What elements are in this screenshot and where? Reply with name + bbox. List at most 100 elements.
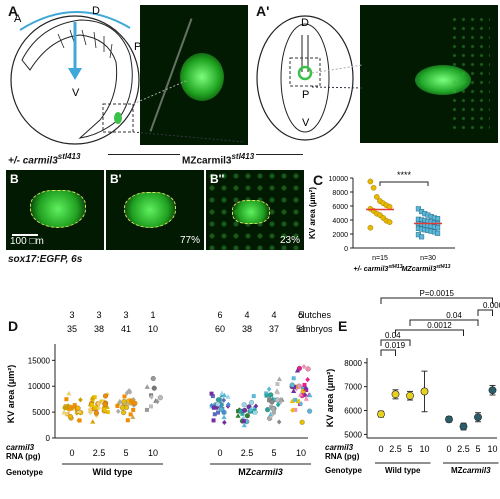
c-point (435, 225, 441, 231)
e-y-tick-label: 7000 (344, 383, 362, 392)
d-point (211, 418, 216, 423)
e-y-tick-label: 5000 (344, 430, 362, 439)
d-point (307, 408, 313, 414)
d-point (219, 390, 225, 396)
e-mean-point (445, 415, 453, 424)
d-point (89, 395, 96, 400)
d-point (275, 381, 280, 386)
e-rna-label: carmil3 (325, 443, 354, 452)
e-x-tick-label: 2.5 (457, 444, 470, 454)
c-point (373, 194, 380, 200)
d-point (218, 402, 223, 408)
d-point (307, 392, 313, 398)
d-point (236, 407, 242, 413)
d-point (248, 399, 255, 406)
c-n-label: n=15 (372, 255, 388, 262)
d-point (61, 409, 67, 415)
e-y-axis-label: KV area (μm²) (325, 369, 335, 428)
d-point (264, 391, 269, 396)
d-point (214, 404, 220, 410)
e-comparison-label: 0.019 (385, 341, 406, 350)
d-genotype-label: Genotype (6, 468, 43, 477)
e-group-wild-type: Wild type (385, 466, 421, 475)
d-point (295, 399, 300, 404)
d-point (212, 412, 217, 417)
d-point (93, 410, 99, 416)
c-point (367, 178, 374, 185)
d-embryo-count: 38 (94, 324, 104, 334)
d-point (244, 413, 250, 419)
d-point (292, 384, 297, 389)
d-rna-label: carmil3 (6, 443, 35, 452)
d-point (264, 393, 269, 398)
d-x-tick-label: 5 (123, 448, 128, 458)
d-point (215, 397, 221, 403)
tile-label-b: B (10, 172, 19, 186)
d-embryo-count: 60 (215, 324, 225, 334)
d-embryo-count: 37 (269, 324, 279, 334)
d-point (89, 403, 94, 408)
e-mean-point (488, 386, 497, 395)
d-point (131, 407, 136, 412)
d-point (64, 397, 69, 402)
e-comparison-bracket (395, 329, 464, 336)
kv-dorsal-micrograph (360, 5, 498, 143)
d-clutches-label: clutches (298, 310, 332, 320)
d-point (128, 412, 133, 417)
d-point (242, 407, 248, 413)
e-x-tick-label: 0 (378, 444, 383, 454)
d-point (132, 401, 137, 406)
posterior-label: P (134, 41, 141, 53)
c-significance-bracket (379, 181, 429, 186)
d-point (144, 407, 149, 412)
panel-label-c: C (313, 172, 324, 188)
d-point (235, 413, 241, 418)
d-point (122, 400, 128, 406)
d-point (248, 407, 254, 413)
d-point (290, 407, 295, 413)
embryo-dorsal-diagram: D P V (256, 15, 354, 141)
panel-label-e: E (338, 318, 348, 334)
percent-b-prime: 77% (179, 235, 200, 246)
marker-caption: sox17:EGFP, 6s (8, 254, 83, 265)
c-point (386, 203, 393, 210)
d-point (155, 399, 160, 405)
zoom-lines-a (132, 79, 246, 143)
dorsal-label-a-prime: D (301, 17, 309, 29)
c-x-tick-label: MZcarmil3stl413 (402, 264, 451, 273)
e-rna-label-2: RNA (pg) (325, 452, 360, 461)
e-comparison-bracket (477, 309, 493, 316)
d-clutch-count: 5 (298, 310, 303, 320)
d-clutch-count: 4 (271, 310, 276, 320)
d-point (265, 407, 271, 413)
d-x-tick-label: 5 (271, 448, 276, 458)
d-point (125, 418, 130, 423)
d-x-tick-label: 2.5 (93, 448, 106, 458)
e-comparison-bracket (380, 297, 493, 304)
d-point (251, 394, 256, 399)
d-point (305, 366, 311, 372)
d-embryo-count: 10 (148, 324, 158, 334)
d-point (76, 408, 82, 413)
panel-label-a: A (8, 3, 19, 19)
micrograph-b-prime: B' 77% (106, 170, 204, 250)
e-y-tick-label: 6000 (344, 407, 362, 416)
genotype-mz-heading: MZcarmil3stl413 (180, 152, 257, 167)
d-point (129, 398, 134, 403)
d-point (122, 394, 127, 399)
e-comparison-label: 0.04 (446, 311, 462, 320)
d-point (151, 385, 157, 391)
d-point (293, 407, 298, 412)
anterior-label: A (14, 13, 22, 25)
c-y-tick-label: 4000 (332, 218, 348, 225)
d-point (78, 397, 83, 403)
e-mean-point (377, 410, 385, 419)
d-point (291, 376, 296, 381)
d-y-tick-label: 10000 (28, 382, 51, 391)
c-y-tick-label: 2000 (332, 232, 348, 239)
d-point (150, 375, 156, 382)
d-point (144, 384, 150, 389)
e-y-tick-label: 8000 (344, 359, 362, 368)
e-x-tick-label: 0 (446, 444, 451, 454)
d-clutch-count: 4 (244, 310, 249, 320)
